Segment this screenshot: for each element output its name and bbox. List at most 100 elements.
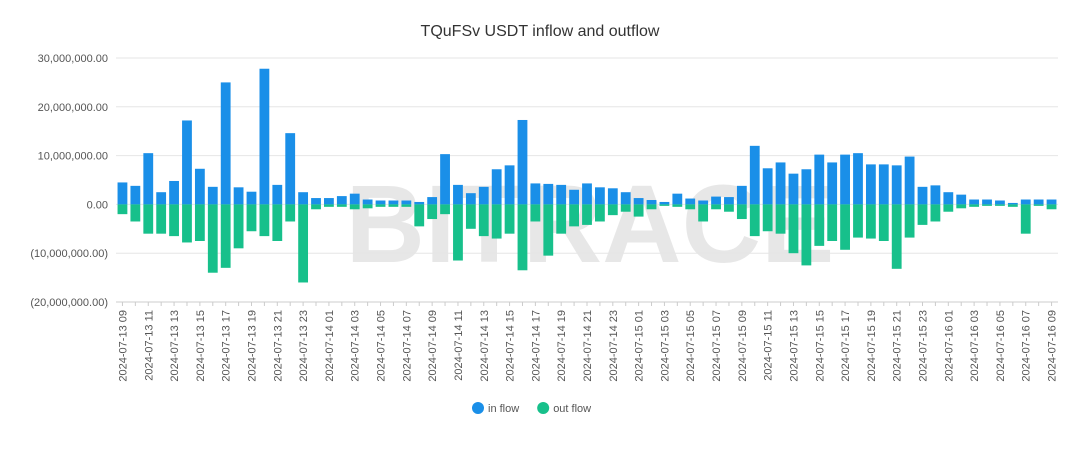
- bar: [182, 120, 192, 205]
- bar: [607, 204, 618, 216]
- bar: [324, 198, 334, 205]
- x-tick-label: 2024-07-15 03: [659, 310, 671, 382]
- bar: [324, 204, 334, 207]
- bar: [414, 204, 425, 227]
- bar: [982, 199, 992, 205]
- bar: [530, 204, 541, 222]
- bar: [865, 204, 876, 239]
- bar: [349, 193, 360, 205]
- bar: [827, 204, 838, 241]
- x-tick-label: 2024-07-13 17: [221, 310, 233, 382]
- bar: [620, 204, 631, 212]
- bar: [298, 204, 309, 283]
- bar: [207, 186, 218, 205]
- y-tick-label: 0.00: [87, 199, 108, 211]
- bar: [401, 204, 412, 207]
- bar: [891, 204, 902, 269]
- bar: [427, 197, 438, 205]
- bar: [272, 204, 283, 241]
- bar: [646, 204, 657, 210]
- bar: [156, 192, 167, 205]
- bar: [336, 196, 347, 205]
- bar: [788, 173, 799, 205]
- bar: [891, 165, 902, 205]
- bar: [375, 204, 386, 207]
- x-tick-label: 2024-07-14 11: [453, 310, 465, 381]
- x-tick-label: 2024-07-15 09: [737, 310, 749, 382]
- y-tick-label: 10,000,000.00: [38, 151, 108, 163]
- x-tick-label: 2024-07-14 15: [505, 310, 517, 382]
- bar: [672, 193, 683, 205]
- x-tick-label: 2024-07-14 03: [350, 310, 362, 382]
- bar: [440, 154, 450, 205]
- bar: [943, 192, 954, 205]
- x-tick-label: 2024-07-15 21: [892, 310, 904, 382]
- bar: [362, 199, 373, 205]
- x-tick-label: 2024-07-16 09: [1047, 310, 1059, 382]
- bar: [801, 169, 812, 205]
- bar: [220, 204, 231, 268]
- x-tick-label: 2024-07-13 15: [195, 310, 207, 382]
- bar: [620, 192, 631, 205]
- bar: [388, 200, 399, 205]
- bar: [491, 204, 502, 239]
- bar: [775, 162, 786, 205]
- bar: [298, 192, 309, 205]
- bar: [917, 186, 928, 205]
- bar: [814, 204, 825, 246]
- bar: [982, 204, 992, 206]
- bar: [904, 156, 915, 205]
- bar: [633, 204, 644, 217]
- bar: [1046, 204, 1057, 210]
- x-tick-label: 2024-07-16 03: [969, 310, 981, 382]
- bar: [711, 196, 721, 205]
- bar: [543, 204, 554, 256]
- y-tick-label: 30,000,000.00: [38, 53, 108, 65]
- bar: [1020, 204, 1031, 234]
- bar: [130, 185, 141, 205]
- bar: [311, 198, 321, 205]
- bar: [607, 188, 618, 205]
- bar: [504, 165, 515, 205]
- bar: [194, 168, 205, 205]
- bar: [517, 119, 528, 205]
- bar: [762, 204, 773, 232]
- chart-title: TQuFSv USDT inflow and outflow: [421, 23, 660, 40]
- bar: [556, 184, 567, 205]
- x-tick-label: 2024-07-13 19: [246, 310, 258, 382]
- x-tick-label: 2024-07-15 07: [711, 310, 723, 382]
- bar: [582, 183, 592, 205]
- bar: [285, 133, 296, 205]
- bar: [969, 204, 980, 207]
- bar: [1046, 199, 1057, 205]
- bar: [1020, 199, 1031, 205]
- bar: [169, 204, 179, 237]
- bar: [130, 204, 141, 222]
- bar: [414, 201, 425, 205]
- x-tick-label: 2024-07-14 05: [376, 310, 388, 382]
- bar: [956, 204, 967, 209]
- bar: [401, 200, 412, 205]
- bar: [569, 189, 579, 205]
- bar: [246, 191, 257, 205]
- bar: [453, 204, 463, 261]
- bar: [878, 164, 889, 205]
- x-tick-label: 2024-07-14 23: [608, 310, 620, 382]
- bar: [169, 180, 179, 205]
- bar: [917, 204, 928, 225]
- x-tick-label: 2024-07-13 13: [169, 310, 181, 382]
- y-tick-label: (20,000,000.00): [30, 297, 108, 309]
- bar: [233, 187, 244, 205]
- bar: [582, 204, 592, 225]
- bar: [182, 204, 192, 243]
- bar: [272, 184, 283, 205]
- bar: [285, 204, 296, 222]
- bar: [1033, 204, 1044, 206]
- x-tick-label: 2024-07-13 09: [117, 310, 129, 382]
- x-tick-label: 2024-07-15 05: [685, 310, 697, 382]
- bar: [685, 198, 696, 205]
- bar: [801, 204, 812, 266]
- bar: [156, 204, 167, 234]
- bar: [349, 204, 360, 210]
